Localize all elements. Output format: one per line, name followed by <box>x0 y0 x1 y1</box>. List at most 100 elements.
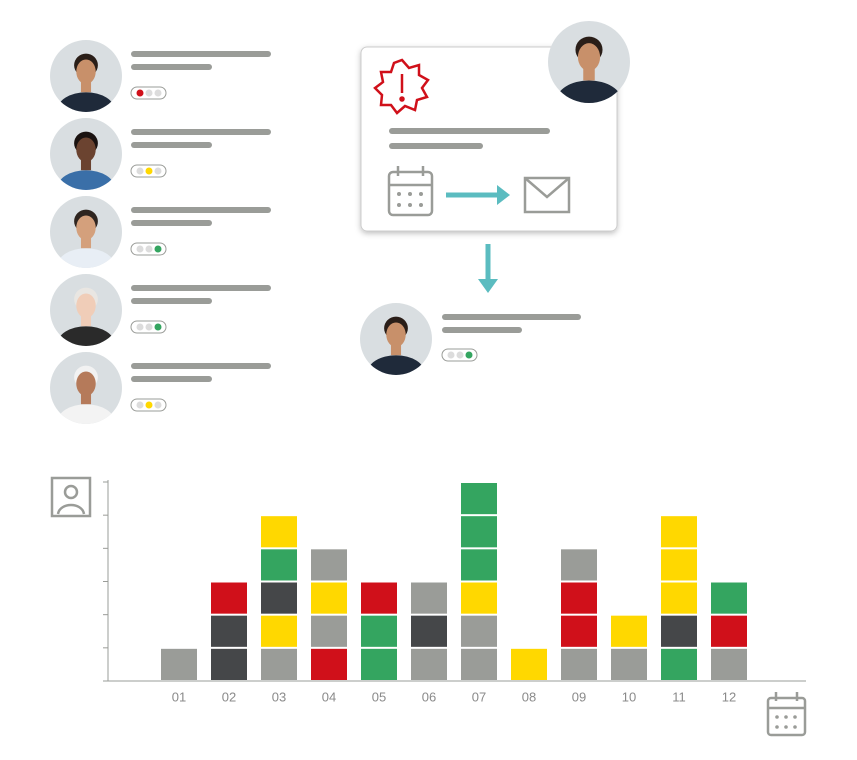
rating-dot <box>154 167 162 175</box>
alert-icon <box>373 58 430 115</box>
unit-block <box>611 615 647 647</box>
unit-block <box>411 582 447 614</box>
unit-block <box>261 615 297 647</box>
unit-block <box>311 582 347 614</box>
text-line <box>131 285 271 291</box>
unit-block <box>711 582 747 614</box>
avatar-face <box>76 137 96 162</box>
avatar <box>57 53 115 112</box>
x-tick-label: 02 <box>222 689 236 704</box>
people-list <box>50 40 271 424</box>
rating-dot <box>145 401 153 409</box>
unit-block <box>411 615 447 647</box>
text-line <box>131 51 271 57</box>
unit-block <box>311 549 347 581</box>
avatar-face <box>76 215 96 240</box>
avatar-body <box>57 248 115 268</box>
rating-dot <box>145 89 153 97</box>
rating-dot <box>154 401 162 409</box>
unit-block <box>361 582 397 614</box>
unit-block <box>261 549 297 581</box>
unit-block <box>461 615 497 647</box>
unit-block <box>361 648 397 680</box>
avatar <box>556 36 622 103</box>
avatar-body <box>556 80 622 103</box>
rating-dot <box>145 323 153 331</box>
unit-block <box>661 648 697 680</box>
avatar-face <box>577 43 601 72</box>
calendar-icon <box>387 166 434 217</box>
unit-block <box>561 549 597 581</box>
x-tick-label: 01 <box>172 689 186 704</box>
x-tick-label: 10 <box>622 689 636 704</box>
avatar-neck <box>80 391 92 405</box>
unit-block <box>361 615 397 647</box>
avatar-body <box>57 92 115 112</box>
avatar-neck <box>80 235 92 249</box>
x-tick-label: 03 <box>272 689 286 704</box>
rating-dot <box>154 89 162 97</box>
text-line <box>131 298 212 304</box>
text-line <box>131 376 212 382</box>
calendar-icon <box>766 692 807 737</box>
unit-block <box>461 516 497 548</box>
unit-block <box>161 648 197 680</box>
rating-dot <box>136 323 144 331</box>
rating-dot <box>136 401 144 409</box>
rating-dot <box>447 351 455 359</box>
avatar <box>57 365 115 424</box>
avatar <box>57 131 115 190</box>
x-tick-label: 07 <box>472 689 486 704</box>
x-tick-label: 06 <box>422 689 436 704</box>
envelope-icon <box>523 176 571 214</box>
chart: 01 02 03 04 05 06 07 08 09 10 11 12 <box>103 481 747 704</box>
text-line <box>131 220 212 226</box>
text-line <box>131 129 271 135</box>
text-line <box>131 363 271 369</box>
unit-block <box>561 648 597 680</box>
unit-block <box>311 615 347 647</box>
text-line <box>131 142 212 148</box>
rating-dot <box>154 245 162 253</box>
unit-block <box>261 648 297 680</box>
text-line <box>131 207 271 213</box>
rating-dot <box>154 323 162 331</box>
avatar-neck <box>80 79 92 93</box>
unit-block <box>661 582 697 614</box>
unit-block <box>661 549 697 581</box>
unit-block <box>211 648 247 680</box>
x-tick-label: 05 <box>372 689 386 704</box>
avatar-body <box>367 355 425 375</box>
unit-block <box>711 648 747 680</box>
unit-block <box>461 648 497 680</box>
arrow-right <box>446 185 510 205</box>
avatar-body <box>57 404 115 424</box>
text-line <box>442 327 522 333</box>
unit-block <box>261 516 297 548</box>
rating-dot <box>145 245 153 253</box>
avatar-body <box>57 326 115 346</box>
unit-block <box>461 483 497 515</box>
text-line <box>131 64 212 70</box>
unit-block <box>561 615 597 647</box>
unit-block <box>311 648 347 680</box>
unit-block <box>661 516 697 548</box>
avatar-face <box>76 59 96 84</box>
avatar-face <box>76 371 96 396</box>
text-line <box>442 314 581 320</box>
rating-dot <box>145 167 153 175</box>
text-line <box>389 143 483 149</box>
unit-block <box>461 549 497 581</box>
avatar-body <box>57 170 115 190</box>
x-tick-label: 09 <box>572 689 586 704</box>
unit-block <box>261 582 297 614</box>
person-icon <box>50 476 92 518</box>
avatar <box>57 287 115 346</box>
arrow-down <box>478 244 498 293</box>
rating-dot <box>136 167 144 175</box>
x-tick-label: 04 <box>322 689 336 704</box>
unit-block <box>461 582 497 614</box>
x-tick-label: 08 <box>522 689 536 704</box>
